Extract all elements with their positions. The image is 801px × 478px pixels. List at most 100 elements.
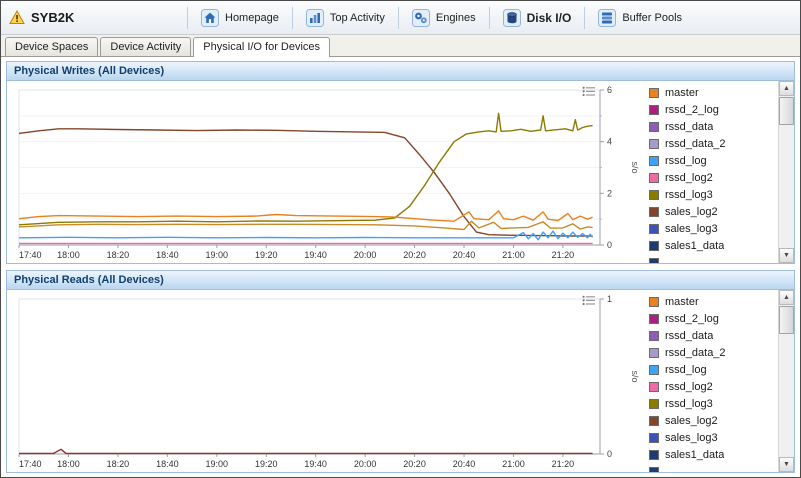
physical-writes-chart: 0 2 4 6 s/o 17:40 18:00 18:20 18:40 19:00 19:20 19:… <box>7 81 644 263</box>
writes-chart-svg: 0 2 4 6 s/o 17:40 18:00 18:20 18:40 19:00 19:20 19:… <box>18 85 640 260</box>
legend-swatch <box>649 240 659 251</box>
toolbar-nav: Homepage Top Activity <box>187 6 695 29</box>
legend-item[interactable]: rssd_data_2 <box>649 344 778 361</box>
tab-physical-io-for-devices[interactable]: Physical I/O for Devices <box>193 37 331 57</box>
physical-reads-chart: 0 1 s/o 17:40 18:00 18:20 18:40 19:00 19:20 19:40… <box>7 290 644 472</box>
scrollbar-track[interactable] <box>779 96 794 248</box>
content-area: Physical Writes (All Devices) 0 2 4 6 s/o 17:… <box>1 57 800 477</box>
chart-options-icon[interactable] <box>582 293 596 306</box>
scroll-up-button[interactable]: ▲ <box>779 290 794 305</box>
nav-disk-io-label: Disk I/O <box>526 10 572 25</box>
legend-item-label: sales_log2 <box>665 205 718 218</box>
legend-item[interactable]: sales1_data <box>649 446 778 463</box>
legend-scrollbar[interactable]: ▲ ▼ <box>778 290 794 472</box>
x-tick-label: 18:20 <box>107 459 130 469</box>
legend-item-label: rssd_log2 <box>665 171 713 184</box>
series-line-unlabeled_amber <box>18 220 593 231</box>
legend-swatch <box>649 364 659 375</box>
nav-engines[interactable]: Engines <box>399 8 489 27</box>
legend-item[interactable]: rssd_log3 <box>649 186 778 203</box>
scrollbar-track[interactable] <box>779 305 794 457</box>
legend-item[interactable]: master <box>649 293 778 310</box>
legend-scrollbar[interactable]: ▲ ▼ <box>778 81 794 263</box>
legend-item[interactable]: master <box>649 84 778 101</box>
legend-item[interactable]: rssd_log2 <box>649 378 778 395</box>
legend-item[interactable]: rssd_log <box>649 152 778 169</box>
legend-item[interactable]: rssd_data <box>649 327 778 344</box>
scroll-down-button[interactable]: ▼ <box>779 248 794 263</box>
legend-swatch <box>649 206 659 217</box>
legend-swatch <box>649 121 659 132</box>
x-tick-label: 18:20 <box>107 250 130 260</box>
x-tick-label: 19:00 <box>206 250 229 260</box>
physical-reads-panel-title: Physical Reads (All Devices) <box>7 271 794 290</box>
series-line-unlabeled_red <box>19 448 593 455</box>
x-tick-label: 21:20 <box>552 459 575 469</box>
scroll-up-button[interactable]: ▲ <box>779 81 794 96</box>
legend-item[interactable]: rssd_log <box>649 361 778 378</box>
x-tick-label: 20:40 <box>453 459 476 469</box>
reads-legend: master rssd_2_log rssd_data rssd_data_2 rssd… <box>644 290 794 472</box>
x-tick-label: 20:20 <box>403 250 426 260</box>
legend-item[interactable]: sales_log3 <box>649 220 778 237</box>
nav-disk-io[interactable]: Disk I/O <box>490 8 585 27</box>
x-tick-label: 17:40 <box>19 459 42 469</box>
x-tick-label: 19:20 <box>255 250 278 260</box>
legend-item-label: rssd_2_log <box>665 103 719 116</box>
x-tick-label: 18:40 <box>156 459 179 469</box>
nav-top-activity-label: Top Activity <box>329 11 385 24</box>
legend-item-label: rssd_log2 <box>665 380 713 393</box>
legend-item[interactable]: rssd_log2 <box>649 169 778 186</box>
legend-item[interactable]: rssd_2_log <box>649 101 778 118</box>
tab-device-activity[interactable]: Device Activity <box>100 37 192 56</box>
x-tick-label: 17:40 <box>19 250 42 260</box>
legend-item[interactable] <box>649 254 778 263</box>
nav-buffer-pools[interactable]: Buffer Pools <box>585 8 695 27</box>
x-tick-label: 18:00 <box>57 250 80 260</box>
physical-reads-panel: Physical Reads (All Devices) 0 1 s/o 17:40 1… <box>6 270 795 473</box>
nav-homepage-label: Homepage <box>225 11 279 24</box>
legend-item[interactable]: rssd_2_log <box>649 310 778 327</box>
scrollbar-thumb[interactable] <box>779 306 794 334</box>
x-tick-label: 20:40 <box>453 250 476 260</box>
y-tick-label: 1 <box>607 294 612 304</box>
x-tick-label: 18:40 <box>156 250 179 260</box>
legend-item[interactable]: rssd_data <box>649 118 778 135</box>
scrollbar-thumb[interactable] <box>779 97 794 125</box>
x-tick-label: 21:20 <box>552 250 575 260</box>
tab-device-spaces[interactable]: Device Spaces <box>5 37 99 56</box>
buffer-pools-icon <box>598 8 617 27</box>
legend-item-label: rssd_log <box>665 154 707 167</box>
legend-item[interactable]: sales_log2 <box>649 203 778 220</box>
legend-swatch <box>649 415 659 426</box>
scroll-down-button[interactable]: ▼ <box>779 457 794 472</box>
series-line-rssd_log <box>18 230 594 241</box>
legend-swatch <box>649 449 659 460</box>
legend-swatch <box>649 189 659 200</box>
x-tick-label: 20:00 <box>354 459 377 469</box>
x-tick-label: 21:00 <box>502 250 525 260</box>
legend-item-label: rssd_log3 <box>665 397 713 410</box>
chart-options-icon[interactable] <box>582 84 596 97</box>
legend-item-label: rssd_data <box>665 329 714 342</box>
legend-swatch <box>649 398 659 409</box>
legend-item[interactable]: rssd_data_2 <box>649 135 778 152</box>
legend-item[interactable] <box>649 463 778 472</box>
nav-top-activity[interactable]: Top Activity <box>293 8 398 27</box>
legend-item-label: master <box>665 295 699 308</box>
x-tick-label: 19:40 <box>304 459 327 469</box>
legend-item[interactable]: rssd_log3 <box>649 395 778 412</box>
nav-homepage[interactable]: Homepage <box>188 8 292 27</box>
legend-item-label: sales_log3 <box>665 222 718 235</box>
legend-swatch <box>649 347 659 358</box>
nav-engines-label: Engines <box>435 11 476 24</box>
legend-swatch <box>649 432 659 443</box>
legend-item[interactable]: sales_log2 <box>649 412 778 429</box>
legend-item[interactable]: sales1_data <box>649 237 778 254</box>
legend-list: master rssd_2_log rssd_data rssd_data_2 rssd… <box>644 290 778 472</box>
legend-item[interactable]: sales_log3 <box>649 429 778 446</box>
legend-swatch <box>649 313 659 324</box>
